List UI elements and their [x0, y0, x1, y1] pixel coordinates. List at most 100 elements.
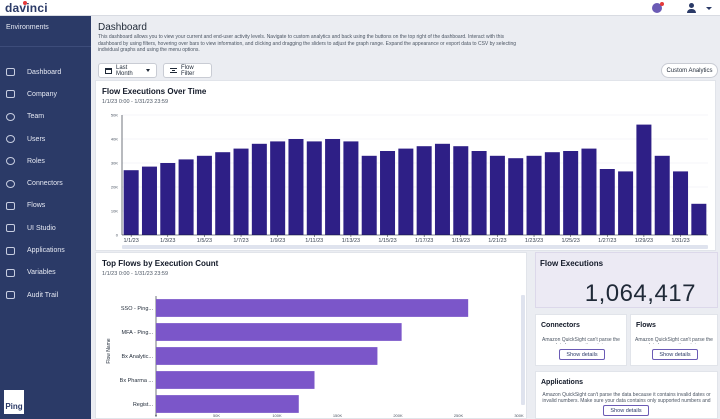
y-tick-label: 0	[116, 233, 119, 238]
date-range-dropdown[interactable]: Last Month	[98, 63, 157, 78]
bar[interactable]	[196, 155, 212, 235]
bar[interactable]	[156, 395, 299, 413]
sidebar-item-flows[interactable]: Flows	[0, 195, 91, 217]
bar[interactable]	[489, 155, 505, 235]
bar[interactable]	[178, 159, 194, 235]
sidebar: Environments Dashboard Company Team User…	[0, 16, 91, 419]
flow-executions-over-time-panel[interactable]: Flow Executions Over Time 1/1/23 0:00 - …	[95, 80, 716, 251]
bar[interactable]	[123, 170, 139, 235]
bar[interactable]	[581, 148, 597, 235]
bar[interactable]	[471, 151, 487, 235]
flows-card[interactable]: Flows Amazon QuickSight can't parse the …	[630, 314, 718, 366]
show-details-button[interactable]: Show details	[559, 349, 605, 360]
flow-executions-total-card[interactable]: Flow Executions 1,064,417	[535, 252, 718, 308]
card-title: Applications	[541, 379, 584, 386]
sidebar-item-ui-studio[interactable]: UI Studio	[0, 217, 91, 239]
category-label: MFA - Ping...	[122, 330, 154, 336]
category-label: Bx Pharma ...	[120, 378, 154, 384]
bar[interactable]	[691, 203, 707, 235]
bar[interactable]	[526, 155, 542, 235]
bar[interactable]	[563, 151, 579, 235]
x-tick-label: 1/13/23	[342, 238, 360, 244]
bar[interactable]	[156, 371, 315, 389]
bar[interactable]	[380, 151, 396, 235]
sidebar-item-company[interactable]: Company	[0, 83, 91, 105]
bar[interactable]	[599, 169, 615, 235]
top-flows-chart[interactable]: SSO - Ping... MFA - Ping... Bx Analytic...…	[96, 253, 528, 419]
sidebar-item-label: Dashboard	[27, 68, 62, 76]
bar[interactable]	[156, 347, 378, 365]
custom-analytics-button[interactable]: Custom Analytics	[661, 63, 718, 78]
bar[interactable]	[156, 323, 402, 341]
date-range-label: Last Month	[116, 64, 133, 77]
x-tick-label: 1/29/23	[635, 238, 653, 244]
x-tick-label: 1/17/23	[415, 238, 433, 244]
bar[interactable]	[398, 148, 414, 235]
calendar-icon	[105, 67, 112, 74]
bar[interactable]	[215, 152, 231, 235]
applications-card[interactable]: Applications Amazon QuickSight can't par…	[535, 371, 718, 419]
sidebar-item-label: Audit Trail	[27, 291, 59, 299]
range-slider-track	[521, 295, 525, 405]
bar[interactable]	[160, 163, 176, 235]
bar[interactable]	[453, 146, 469, 235]
davinci-logo: davinci	[5, 1, 48, 15]
x-tick-label: 250K	[454, 413, 464, 418]
sidebar-item-connectors[interactable]: Connectors	[0, 172, 91, 194]
sidebar-item-team[interactable]: Team	[0, 106, 91, 128]
sidebar-item-users[interactable]: Users	[0, 128, 91, 150]
x-tick-label: 300K	[514, 413, 524, 418]
x-tick-label: 1/3/23	[160, 238, 175, 244]
bar[interactable]	[233, 148, 249, 235]
sidebar-item-label: Flows	[27, 202, 46, 210]
chevron-down-icon	[146, 69, 150, 72]
show-details-button[interactable]: Show details	[652, 349, 698, 360]
bar[interactable]	[306, 141, 322, 235]
user-icon[interactable]	[686, 3, 698, 13]
bar[interactable]	[618, 171, 634, 235]
bar[interactable]	[416, 146, 432, 235]
bar[interactable]	[251, 143, 267, 235]
chevron-down-icon[interactable]	[706, 6, 712, 10]
sidebar-item-variables[interactable]: Variables	[0, 262, 91, 284]
sidebar-item-dashboard[interactable]: Dashboard	[0, 61, 91, 83]
bar[interactable]	[288, 139, 304, 235]
sidebar-item-roles[interactable]: Roles	[0, 150, 91, 172]
connectors-card[interactable]: Connectors Amazon QuickSight can't parse…	[535, 314, 627, 366]
sidebar-item-applications[interactable]: Applications	[0, 239, 91, 261]
bar[interactable]	[270, 141, 286, 235]
bar[interactable]	[141, 166, 157, 235]
bar[interactable]	[636, 124, 652, 235]
environments-link[interactable]: Environments	[0, 16, 91, 47]
bar[interactable]	[156, 299, 469, 317]
sidebar-nav: Dashboard Company Team Users Roles Conne…	[0, 61, 91, 306]
team-icon	[6, 112, 15, 121]
bar[interactable]	[544, 152, 560, 235]
bar[interactable]	[434, 143, 450, 235]
users-icon	[6, 135, 15, 144]
card-message: Amazon QuickSight can't parse the data b…	[542, 392, 711, 404]
bar[interactable]	[673, 171, 689, 235]
variables-icon	[6, 268, 15, 277]
sidebar-item-label: Users	[27, 135, 46, 143]
logo-dot	[23, 1, 27, 5]
panel-subtitle: 1/1/23 0:00 - 1/31/23 23:59	[102, 99, 169, 105]
flow-filter-button[interactable]: Flow Filter	[163, 63, 212, 78]
bar[interactable]	[654, 155, 670, 235]
range-slider-track	[122, 245, 708, 249]
notifications-icon[interactable]	[652, 2, 664, 13]
bar[interactable]	[343, 141, 359, 235]
bar[interactable]	[508, 158, 524, 235]
sidebar-item-label: Connectors	[27, 180, 63, 188]
sidebar-item-audit-trail[interactable]: Audit Trail	[0, 284, 91, 306]
category-label: SSO - Ping...	[121, 306, 154, 312]
category-label: Regist...	[133, 402, 154, 408]
dashboard-icon	[6, 68, 15, 77]
top-flows-panel[interactable]: Top Flows by Execution Count 1/1/23 0:00…	[95, 252, 527, 419]
flow-executions-chart[interactable]: 50K 40K 30K 20K 10K 0 1/1/23 1/3/23 1/5/23 1/7/23…	[96, 81, 717, 252]
bar[interactable]	[325, 139, 341, 235]
y-tick-label: 20K	[111, 185, 118, 190]
x-tick-label: 50K	[213, 413, 220, 418]
show-details-button[interactable]: Show details	[603, 405, 649, 416]
bar[interactable]	[361, 155, 377, 235]
